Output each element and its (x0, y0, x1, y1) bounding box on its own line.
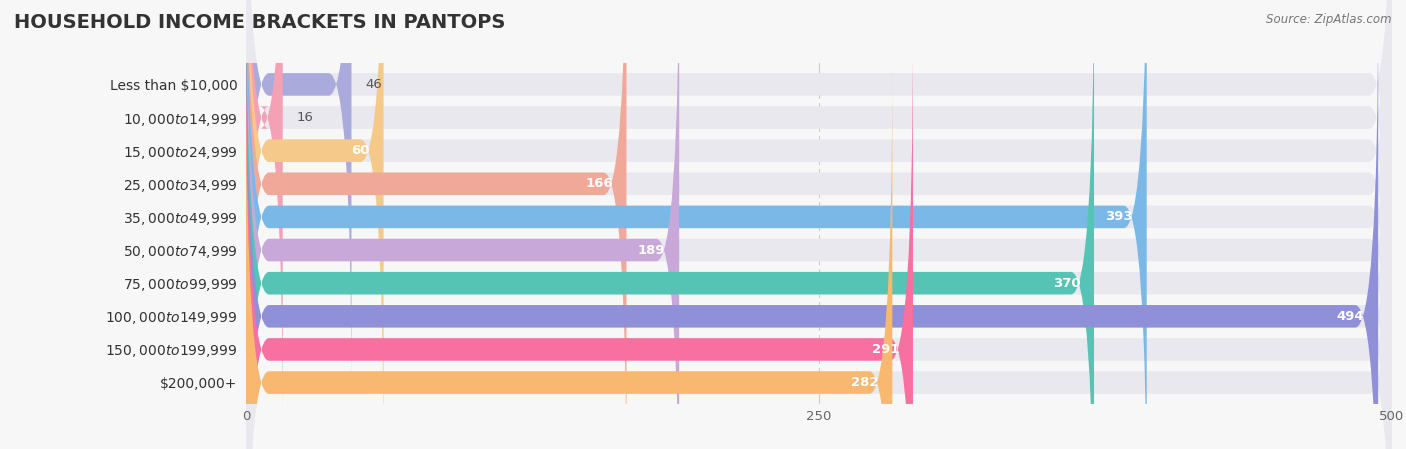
Text: 494: 494 (1337, 310, 1364, 323)
FancyBboxPatch shape (246, 0, 1392, 449)
FancyBboxPatch shape (246, 62, 1392, 449)
FancyBboxPatch shape (246, 29, 1392, 449)
Text: 282: 282 (851, 376, 879, 389)
FancyBboxPatch shape (246, 0, 384, 449)
Text: 60: 60 (352, 144, 370, 157)
FancyBboxPatch shape (246, 29, 912, 449)
FancyBboxPatch shape (246, 0, 1392, 449)
Text: HOUSEHOLD INCOME BRACKETS IN PANTOPS: HOUSEHOLD INCOME BRACKETS IN PANTOPS (14, 13, 505, 32)
Text: Source: ZipAtlas.com: Source: ZipAtlas.com (1267, 13, 1392, 26)
Text: 16: 16 (297, 111, 314, 124)
FancyBboxPatch shape (246, 0, 1147, 449)
FancyBboxPatch shape (246, 0, 1392, 449)
Text: 393: 393 (1105, 211, 1133, 224)
FancyBboxPatch shape (246, 0, 679, 449)
Text: 166: 166 (585, 177, 613, 190)
FancyBboxPatch shape (246, 0, 627, 449)
FancyBboxPatch shape (246, 0, 1392, 449)
FancyBboxPatch shape (246, 0, 1392, 449)
FancyBboxPatch shape (246, 0, 352, 405)
FancyBboxPatch shape (246, 0, 1094, 449)
Text: 46: 46 (366, 78, 382, 91)
Text: 189: 189 (638, 243, 665, 256)
FancyBboxPatch shape (246, 0, 283, 438)
FancyBboxPatch shape (246, 0, 1392, 438)
FancyBboxPatch shape (246, 0, 1378, 449)
FancyBboxPatch shape (246, 62, 893, 449)
FancyBboxPatch shape (246, 0, 1392, 405)
Text: 291: 291 (872, 343, 900, 356)
FancyBboxPatch shape (246, 0, 1392, 449)
Text: 370: 370 (1053, 277, 1080, 290)
